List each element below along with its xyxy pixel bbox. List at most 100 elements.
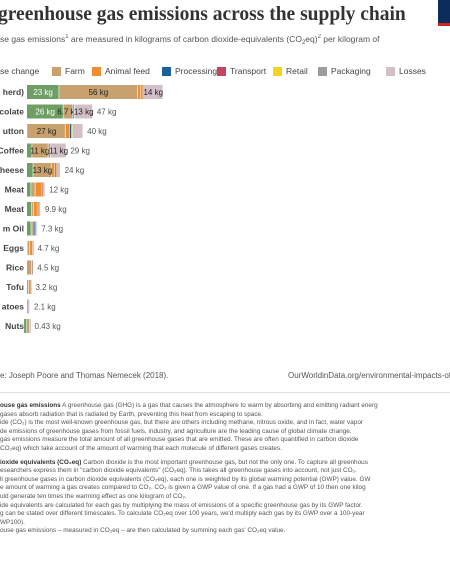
bar-segment[interactable] <box>29 241 33 255</box>
total-value-label: 24 kg <box>65 166 85 175</box>
row-label: Meat <box>5 204 25 214</box>
segment-value-label: 56 kg <box>89 88 109 97</box>
owid-link[interactable]: OurWorldinData.org/environmental-impacts… <box>288 371 450 380</box>
bar-segment[interactable] <box>63 104 73 119</box>
bar-segment[interactable] <box>27 221 31 236</box>
bar-segment[interactable] <box>27 241 30 255</box>
footnote-line: A greenhouse gas (GHG) is a gas that cau… <box>60 402 378 409</box>
subtitle-footnote-1[interactable]: 1 <box>65 34 69 41</box>
legend-item-packaging[interactable]: Packaging <box>318 66 371 76</box>
bar-segment[interactable] <box>27 319 30 333</box>
legend-item-transport[interactable]: Transport <box>217 66 266 76</box>
legend-item-farm[interactable]: Farm <box>52 66 85 76</box>
footnote-line: ide (CO₂) is the most well-known greenho… <box>0 419 364 427</box>
legend-label: Retail <box>286 66 308 76</box>
owid-logo[interactable] <box>438 0 450 26</box>
legend-swatch <box>273 66 282 76</box>
legend-item-animal-feed[interactable]: Animal feed <box>92 66 150 76</box>
segment-value-label: 13 kg <box>33 166 53 175</box>
source-note[interactable]: e: Joseph Poore and Thomas Nemecek (2018… <box>0 371 169 380</box>
footnote-line: e amount of warming a gas creates compar… <box>0 484 366 492</box>
total-value-label: 7.3 kg <box>41 225 63 234</box>
total-value-label: 4.7 kg <box>38 244 60 253</box>
subtitle-text-3: eq) <box>305 34 318 44</box>
segment-value-label: 23 kg <box>33 88 53 97</box>
row-label: Tofu <box>6 282 24 292</box>
row-label: Nuts <box>5 321 24 331</box>
row-label: herd) <box>3 87 24 97</box>
footnote-co2eq-heading: ioxide equivalents (CO₂eq) <box>0 458 82 466</box>
bar-segment[interactable] <box>34 202 37 216</box>
total-value-label: 2.1 kg <box>34 303 56 312</box>
bar-segment[interactable] <box>69 124 72 138</box>
subtitle-footnote-2[interactable]: 2 <box>317 34 321 41</box>
row-label: Rice <box>6 263 24 273</box>
bar-segment[interactable] <box>27 85 59 99</box>
bar-segment[interactable] <box>48 143 51 158</box>
legend-item-losses[interactable]: Losses <box>386 66 426 76</box>
bar-segment[interactable] <box>141 85 142 99</box>
segment-value-label: 14 kg <box>143 88 163 97</box>
legend-label: Processing <box>175 66 218 76</box>
bar-segment[interactable] <box>27 104 63 119</box>
bar-segment[interactable] <box>51 163 55 177</box>
legend-item-processing[interactable]: Processing <box>162 66 217 76</box>
bar-segment[interactable] <box>27 124 65 138</box>
bar-segment[interactable] <box>57 163 60 177</box>
segment-value-label: 13 kg <box>74 108 94 117</box>
bar-segment[interactable] <box>137 85 141 99</box>
subtitle-text-4: per kilogram of <box>320 34 380 44</box>
segment-value-label: 6.7 kg <box>57 108 79 117</box>
bar-segment[interactable] <box>27 280 28 294</box>
footnote-co2eq: ioxide equivalents (CO₂eq) Carbon dioxid… <box>0 459 450 536</box>
bar-segment[interactable] <box>27 182 31 197</box>
row-label: Eggs <box>3 243 24 253</box>
bar-segment[interactable] <box>27 202 32 216</box>
bar-segment[interactable] <box>35 221 37 236</box>
subtitle-subscript: 2 <box>301 40 306 44</box>
bar-segment[interactable] <box>27 143 32 158</box>
row-label: heese <box>0 165 24 175</box>
footnote-line: CO₂eq) which take account of the amount … <box>0 444 282 452</box>
total-value-label: 12 kg <box>49 186 69 195</box>
bar-segment[interactable] <box>31 221 33 236</box>
bar-segment[interactable] <box>35 182 42 197</box>
bar-segment[interactable] <box>54 163 56 177</box>
bar-segment[interactable] <box>143 85 163 99</box>
bar-segment[interactable] <box>74 104 93 119</box>
bar-segment[interactable] <box>65 124 70 138</box>
bar-segment[interactable] <box>27 163 33 177</box>
bar-segment[interactable] <box>43 182 45 197</box>
footnote-line: gases absorb radiation that is radiated … <box>0 410 263 418</box>
bar-segment[interactable] <box>27 260 32 275</box>
bar-segment[interactable] <box>33 163 51 177</box>
bar-segment[interactable] <box>33 221 35 236</box>
footer-divider <box>0 392 450 393</box>
total-value-label: 4.5 kg <box>37 264 59 273</box>
bar-segment[interactable] <box>29 280 30 294</box>
bar-segment[interactable] <box>31 182 35 197</box>
row-label: utton <box>3 126 24 136</box>
row-label: m Oil <box>3 224 24 234</box>
legend-swatch <box>318 66 327 76</box>
chart-legend: se change Farm Animal feed Processing Trans… <box>0 66 450 80</box>
bar-segment[interactable] <box>32 143 47 158</box>
bar-segment[interactable] <box>59 85 138 99</box>
segment-value-label: 27 kg <box>37 127 57 136</box>
bar-segment[interactable] <box>27 299 30 314</box>
bar-segment[interactable] <box>50 143 66 158</box>
bar-segment[interactable] <box>31 202 34 216</box>
total-value-label: 3.2 kg <box>35 283 57 292</box>
total-value-label: 40 kg <box>87 127 107 136</box>
legend-swatch <box>217 66 226 76</box>
bar-segment[interactable] <box>39 202 41 216</box>
bar-segment[interactable] <box>24 319 27 333</box>
legend-item-retail[interactable]: Retail <box>273 66 308 76</box>
footnote-line: ll greenhouse gases in carbon dioxide eq… <box>0 475 371 483</box>
footnote-line: WP100). <box>0 518 25 526</box>
footnotes: ouse gas emissions A greenhouse gas (GHG… <box>0 402 450 563</box>
footnote-ghg-heading: ouse gas emissions <box>0 402 61 409</box>
bar-segment[interactable] <box>73 124 83 138</box>
bar-segment[interactable] <box>73 104 75 119</box>
row-label: atoes <box>2 302 24 312</box>
